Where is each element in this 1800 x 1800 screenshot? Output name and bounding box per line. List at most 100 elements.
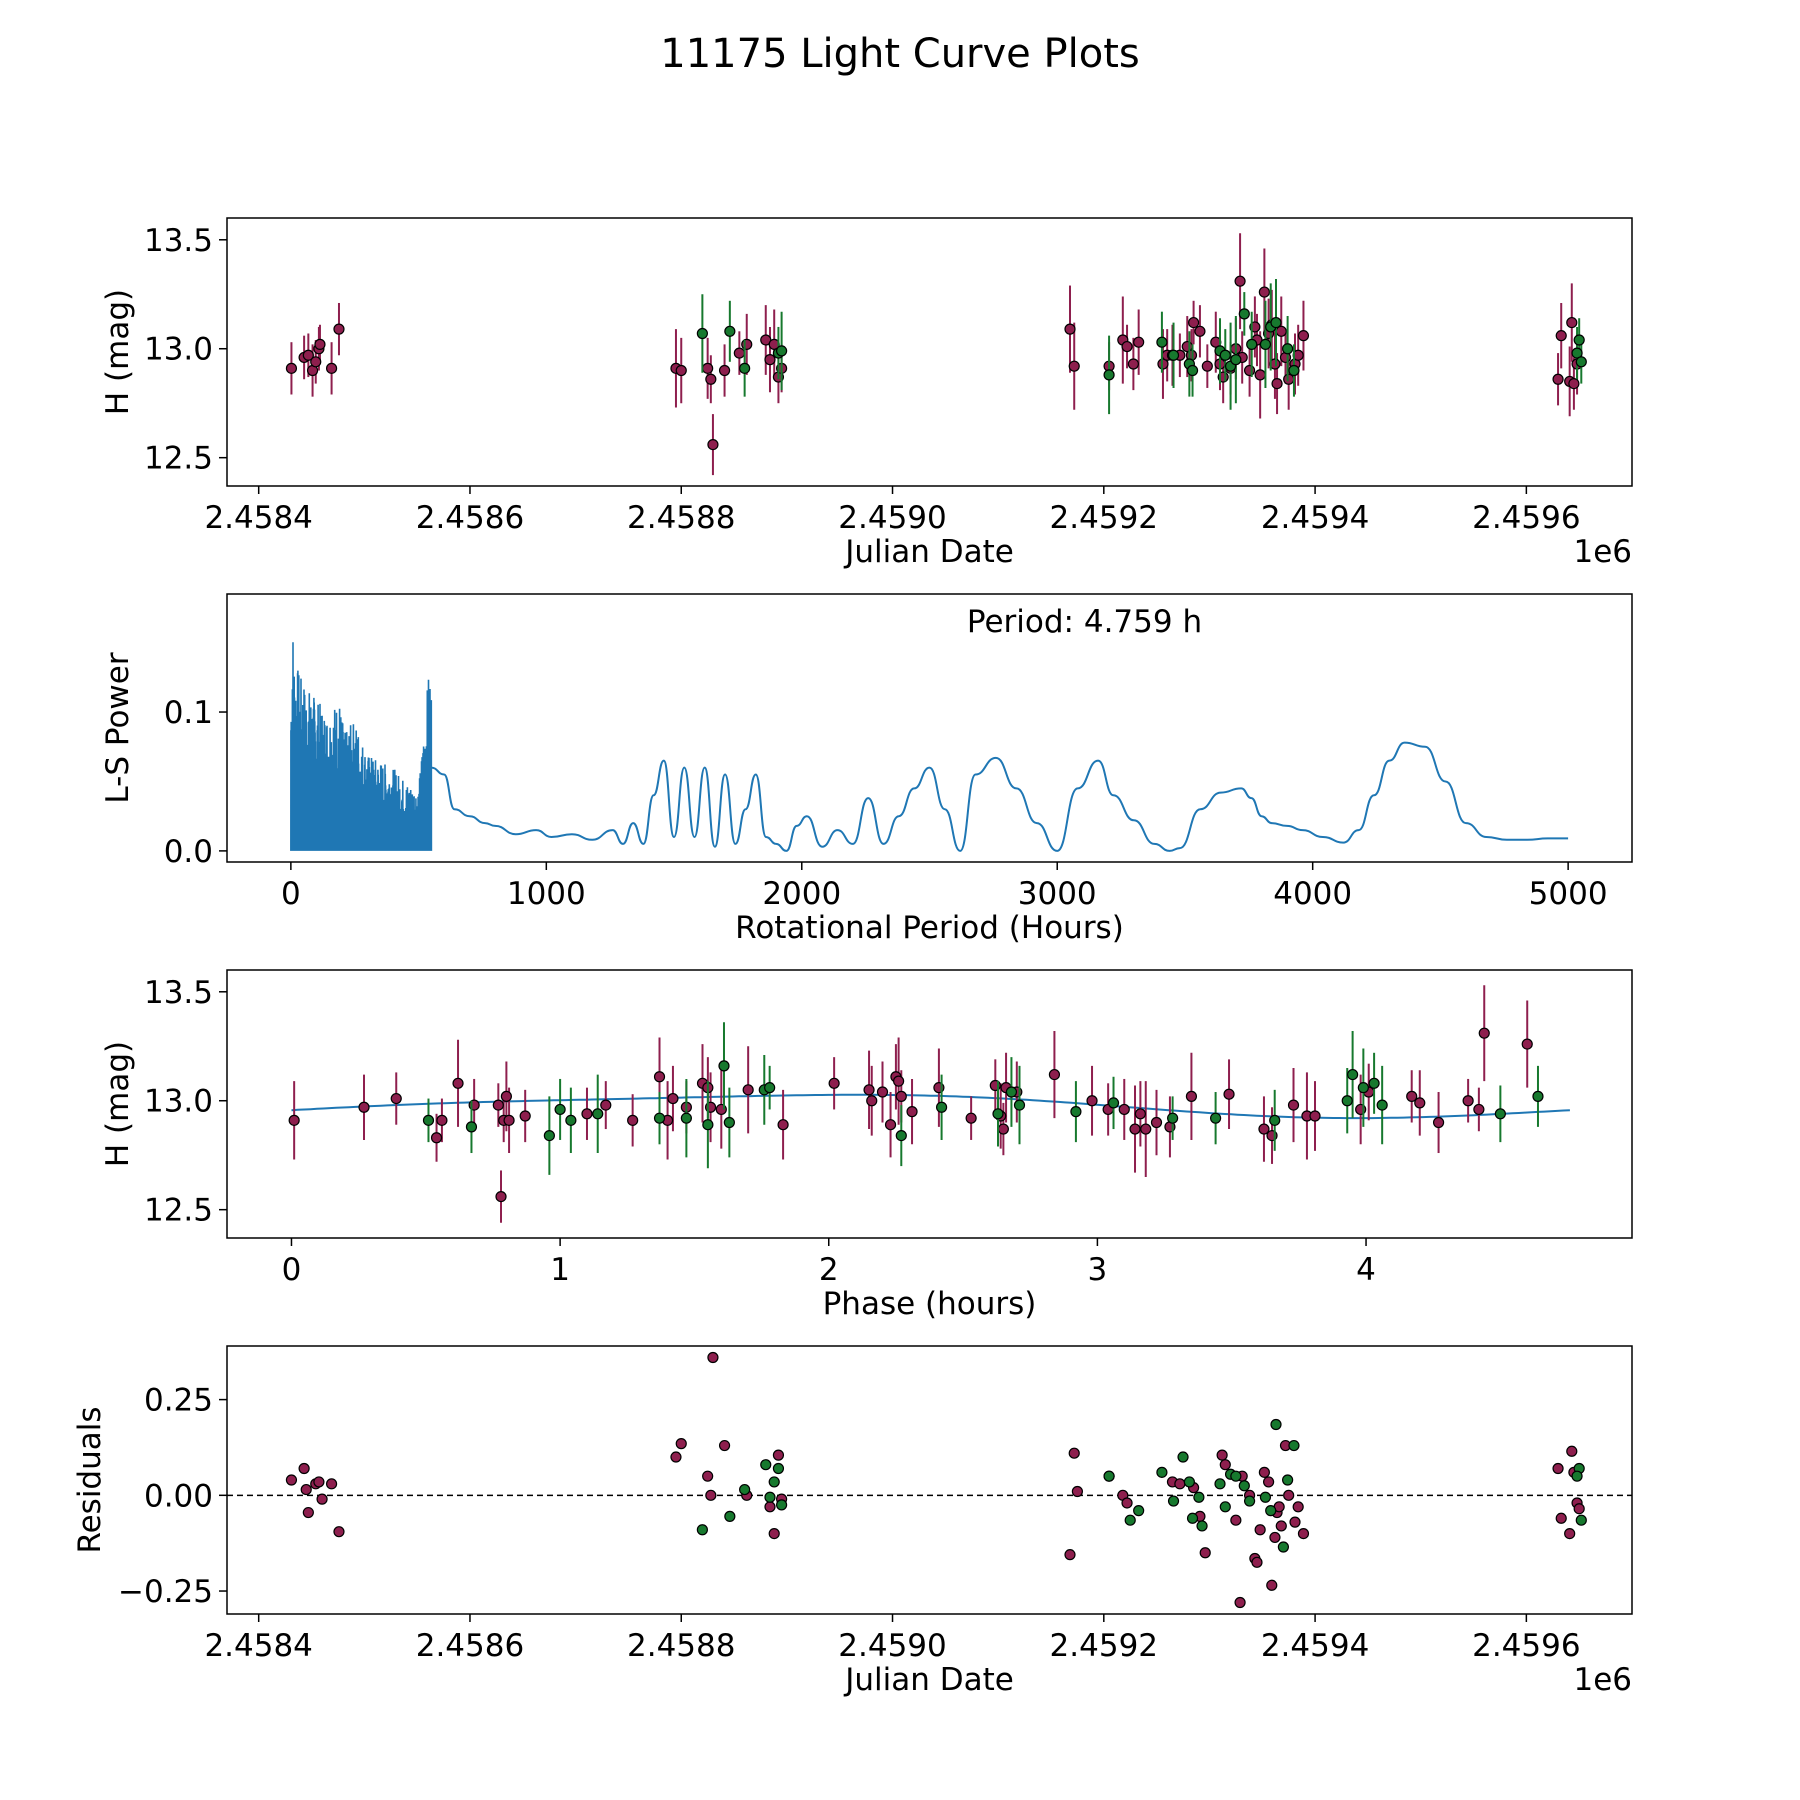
data-point [465,1121,478,1133]
data-point [718,364,731,377]
data-point [1219,1459,1231,1471]
data-point [935,1101,948,1113]
x-axis-label: Julian Date [843,1662,1014,1698]
x-axis-label: Julian Date [843,534,1014,570]
x-tick-label: 2.4588 [627,1628,735,1664]
data-point [1287,1099,1300,1111]
x-axis-label: Rotational Period (Hours) [735,910,1124,946]
x-tick-label: 1000 [507,876,586,912]
data-point [1234,1596,1246,1609]
data-point [1070,1106,1082,1118]
data-point [1292,1501,1304,1513]
plot-frame [226,217,1633,487]
data-point [705,1489,717,1501]
data-point [1086,1095,1098,1107]
data-point [1186,1512,1199,1524]
x-tick-label: 5000 [1529,876,1608,912]
data-point [733,347,745,359]
x-tick-label: 2.4592 [1050,1628,1158,1664]
data-point [1133,1505,1145,1517]
data-point [1376,1099,1388,1111]
x-tick-label: 2.4584 [204,500,312,536]
data-point [1230,1470,1242,1482]
data-point [565,1114,577,1126]
data-point [876,1086,889,1098]
data-point [333,323,345,335]
data-point [1196,1520,1208,1532]
y-axis-label: H (mag) [100,289,136,415]
data-point [741,338,753,350]
data-point [1201,360,1213,372]
data-point [1462,1095,1474,1107]
data-point [519,1110,531,1122]
x-tick-label: 3000 [1018,876,1097,912]
x-tick-label: 4000 [1273,876,1352,912]
y-axis-label: Residuals [72,1406,108,1553]
data-point [1555,330,1567,342]
data-point [739,362,751,374]
data-point [1103,1470,1115,1482]
data-point [1341,1095,1353,1107]
data-point [600,1099,612,1111]
y-tick-label: 12.5 [144,441,213,477]
data-point [997,1123,1009,1135]
data-point [1210,1112,1222,1124]
data-point [1269,1531,1281,1544]
data-point [723,1116,735,1129]
data-point [776,1499,788,1511]
data-point [1167,1495,1180,1507]
data-point [390,1092,402,1105]
x-tick-label: 2.4596 [1472,500,1580,536]
data-point [554,1103,566,1116]
panel-periodogram: 0 1000 2000 3000 4000 5000 0.0 0.1 Rotational Pe… [100,593,1633,946]
x-tick-label: 2.4596 [1472,1628,1580,1664]
data-point [772,1462,785,1475]
data-point [884,1119,897,1131]
data-point [1258,286,1270,298]
x-offset-text: 1e6 [1573,1662,1632,1698]
x-axis-label: Phase (hours) [823,1286,1037,1322]
x-tick-label: 2.4590 [838,500,946,536]
y-tick-label: 13.5 [144,975,213,1011]
data-point [500,1090,512,1102]
data-point [1238,308,1250,320]
data-point [680,1112,692,1124]
data-point [1254,1524,1266,1536]
plot-frame [226,1345,1633,1615]
data-point [1064,323,1076,335]
x-tick-label: 3 [1088,1252,1108,1288]
y-tick-label: 13.0 [144,332,213,368]
data-point [764,1082,776,1094]
x-tick-label: 2.4592 [1050,500,1158,536]
data-point [325,362,338,374]
y-tick-label: 13.5 [144,223,213,259]
x-tick-label: 0 [282,1252,302,1288]
data-point [313,1476,325,1488]
data-point [696,327,708,340]
data-point [1568,377,1580,390]
data-point [1275,1520,1287,1532]
data-point [1118,1103,1130,1116]
data-point [742,1084,754,1096]
x-tick-label: 2.4594 [1261,500,1369,536]
data-point [707,1351,719,1364]
y-tick-label: −0.25 [118,1574,213,1610]
data-point [1103,369,1115,381]
data-point [492,1099,504,1111]
data-point [1174,1478,1186,1490]
data-point [1571,1470,1583,1482]
data-point [1223,1088,1235,1100]
data-point [1254,369,1266,381]
periodogram-line [431,741,1569,852]
data-point [1121,340,1133,353]
data-point [702,1470,714,1482]
data-point [1251,1556,1263,1568]
figure-title: 11175 Light Curve Plots [660,31,1139,77]
data-point [1368,1077,1380,1089]
data-point [1266,1579,1278,1591]
data-point [1124,1514,1136,1526]
data-point [1288,364,1300,377]
data-point [1263,1476,1275,1488]
data-point [1494,1108,1506,1120]
data-point [310,356,322,368]
